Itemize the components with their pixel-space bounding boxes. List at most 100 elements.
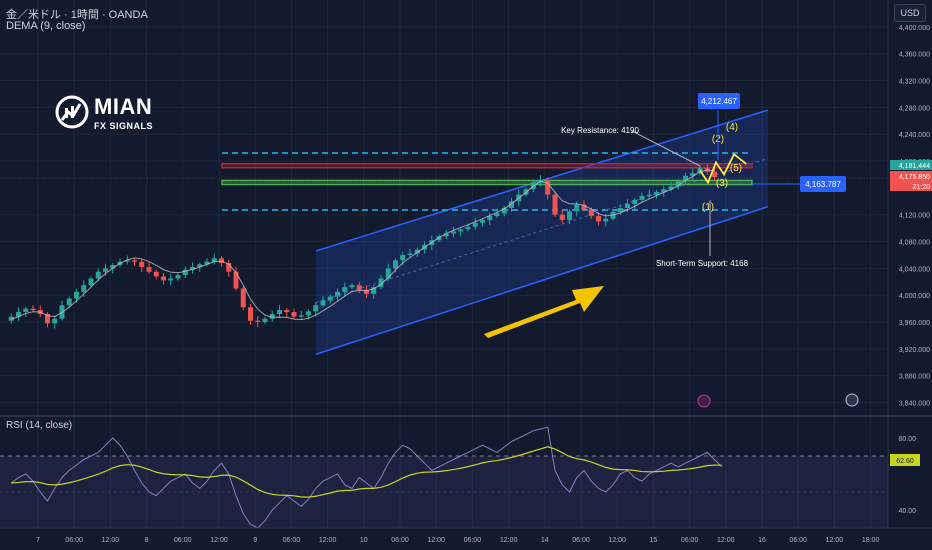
rsi-legend: RSI (14, close) <box>6 420 72 431</box>
trend-arrow <box>484 286 604 338</box>
candle-body <box>400 254 406 261</box>
candle-body <box>581 204 587 210</box>
candle-body <box>632 199 638 204</box>
flash-event-icon <box>697 394 711 408</box>
candle-body <box>277 309 282 315</box>
candle-body <box>168 278 174 281</box>
price-axis-tick: 3,840.000 <box>899 401 930 408</box>
level-price-box <box>800 176 846 192</box>
candle-body <box>356 285 362 290</box>
candle-body <box>190 267 195 270</box>
candle-body <box>646 194 652 196</box>
candle-body <box>574 204 580 212</box>
wave-label: (1) <box>702 202 714 213</box>
logo-icon <box>55 95 89 129</box>
candle-body <box>74 291 79 299</box>
candle-body <box>675 181 681 187</box>
rsi-line <box>10 426 723 529</box>
candle-body <box>182 269 188 276</box>
price-tag-green-label: 4,181.444 <box>899 163 930 170</box>
candle-body <box>494 213 500 217</box>
time-axis-tick: 06:00 <box>789 537 807 544</box>
candle-body <box>458 229 464 232</box>
time-axis-tick: 16 <box>758 537 766 544</box>
mian-logo: MIAN FX SIGNALS <box>54 92 174 142</box>
candle-body <box>139 261 145 268</box>
time-axis-tick: 06:00 <box>283 537 301 544</box>
candle-body <box>306 311 311 316</box>
candle-body <box>52 318 58 324</box>
candle-body <box>364 289 369 294</box>
time-axis-tick: 9 <box>253 537 257 544</box>
candle-body <box>240 288 246 308</box>
time-axis-tick: 12:00 <box>500 537 518 544</box>
candle-body <box>204 261 210 265</box>
rsi-value-tag <box>890 454 920 466</box>
short-term-support-label: Short-Term Support: 4168 <box>656 259 749 268</box>
price-axis-tick: 4,320.000 <box>899 79 930 86</box>
resistance-zone <box>221 162 753 169</box>
target-price-label: 4,212.467 <box>701 97 737 106</box>
candle-body <box>45 314 50 324</box>
candle-body <box>371 287 377 294</box>
candle-body <box>378 278 384 288</box>
price-axis-tick: 4,040.000 <box>899 266 930 273</box>
wave-label: (5) <box>730 163 742 174</box>
channel-mid-line <box>315 157 769 304</box>
candle-body <box>480 220 485 223</box>
candle-body <box>588 209 594 217</box>
candle-body <box>335 291 340 297</box>
candle-body <box>197 264 203 268</box>
time-axis-tick: 8 <box>145 537 149 544</box>
price-axis-tick: 3,880.000 <box>899 374 930 381</box>
logo-name: MIAN <box>94 94 153 119</box>
price-channel-fill <box>316 110 768 355</box>
time-axis-tick: 10 <box>360 537 368 544</box>
time-axis-tick: 18:00 <box>862 537 880 544</box>
symbol-legend[interactable]: 金／米ドル · 1時間 · OANDA <box>6 9 148 21</box>
candle-body <box>161 276 166 281</box>
time-axis-tick: 06:00 <box>174 537 192 544</box>
candle-body <box>30 308 36 310</box>
candle-body <box>690 173 696 176</box>
candle-body <box>654 191 659 195</box>
candle-body <box>414 249 420 254</box>
time-axis-tick: 06:00 <box>572 537 590 544</box>
candle-body <box>712 171 717 178</box>
candle-body <box>269 314 275 319</box>
price-axis-tick: 4,080.000 <box>899 240 930 247</box>
candle-body <box>320 300 326 306</box>
candle-body <box>683 175 688 182</box>
time-axis-tick: 12:00 <box>608 537 626 544</box>
price-tag-green <box>890 160 932 170</box>
candle-body <box>501 208 507 214</box>
key-resistance-leader <box>631 130 701 167</box>
candle-body <box>66 298 72 306</box>
candle-body <box>443 233 449 237</box>
candle-body <box>509 201 514 208</box>
time-axis-tick: 06:00 <box>65 537 83 544</box>
dema-legend[interactable]: DEMA (9, close) <box>6 20 86 32</box>
candle-body <box>668 186 674 190</box>
candle-body <box>472 222 478 227</box>
candle-body <box>298 315 304 317</box>
time-axis-tick: 12:00 <box>102 537 120 544</box>
rsi-axis-tick: 40.00 <box>898 508 916 515</box>
candle-body <box>407 253 413 255</box>
time-axis-tick: 12:00 <box>717 537 735 544</box>
candle-body <box>603 218 609 222</box>
price-axis-tick: 3,920.000 <box>899 347 930 354</box>
candle-body <box>219 258 224 264</box>
price-axis-tick: 4,280.000 <box>899 105 930 112</box>
candle-body <box>393 260 398 269</box>
rsi-axis-tick: 80.00 <box>898 436 916 443</box>
candle-body <box>103 268 108 272</box>
time-axis-tick: 06:00 <box>391 537 409 544</box>
candle-body <box>153 271 159 277</box>
candle-body <box>211 258 217 262</box>
currency-button[interactable]: USD <box>894 4 926 22</box>
logo-subtitle: FX SIGNALS <box>94 121 154 131</box>
time-axis-tick: 12:00 <box>319 537 337 544</box>
price-axis-tick: 3,960.000 <box>899 320 930 327</box>
